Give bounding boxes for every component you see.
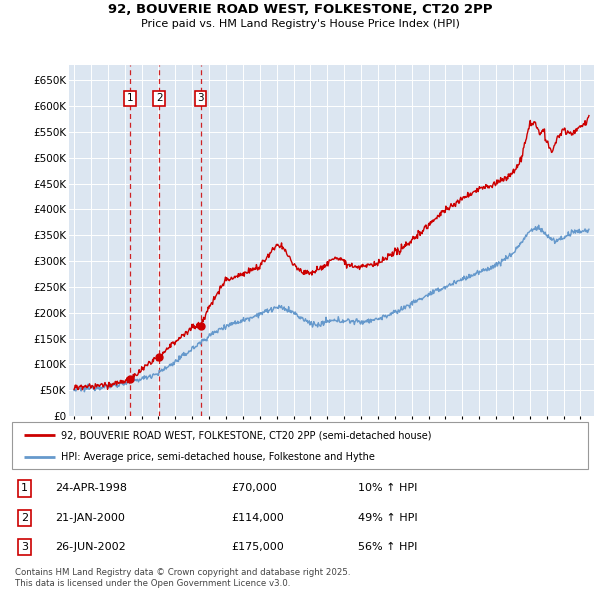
Text: 1: 1: [127, 93, 133, 103]
Text: Contains HM Land Registry data © Crown copyright and database right 2025.
This d: Contains HM Land Registry data © Crown c…: [15, 568, 350, 588]
Text: 1: 1: [21, 483, 28, 493]
Text: 2: 2: [156, 93, 163, 103]
Text: 2: 2: [21, 513, 28, 523]
Text: £70,000: £70,000: [231, 483, 277, 493]
Text: 3: 3: [197, 93, 204, 103]
Text: 24-APR-1998: 24-APR-1998: [55, 483, 127, 493]
Text: 3: 3: [21, 542, 28, 552]
Text: £175,000: £175,000: [231, 542, 284, 552]
Text: Price paid vs. HM Land Registry's House Price Index (HPI): Price paid vs. HM Land Registry's House …: [140, 19, 460, 29]
Text: 21-JAN-2000: 21-JAN-2000: [55, 513, 125, 523]
Text: 92, BOUVERIE ROAD WEST, FOLKESTONE, CT20 2PP (semi-detached house): 92, BOUVERIE ROAD WEST, FOLKESTONE, CT20…: [61, 430, 431, 440]
Text: £114,000: £114,000: [231, 513, 284, 523]
Text: HPI: Average price, semi-detached house, Folkestone and Hythe: HPI: Average price, semi-detached house,…: [61, 453, 375, 462]
Text: 49% ↑ HPI: 49% ↑ HPI: [358, 513, 417, 523]
Text: 92, BOUVERIE ROAD WEST, FOLKESTONE, CT20 2PP: 92, BOUVERIE ROAD WEST, FOLKESTONE, CT20…: [108, 3, 492, 16]
Text: 10% ↑ HPI: 10% ↑ HPI: [358, 483, 417, 493]
Text: 56% ↑ HPI: 56% ↑ HPI: [358, 542, 417, 552]
Text: 26-JUN-2002: 26-JUN-2002: [55, 542, 126, 552]
